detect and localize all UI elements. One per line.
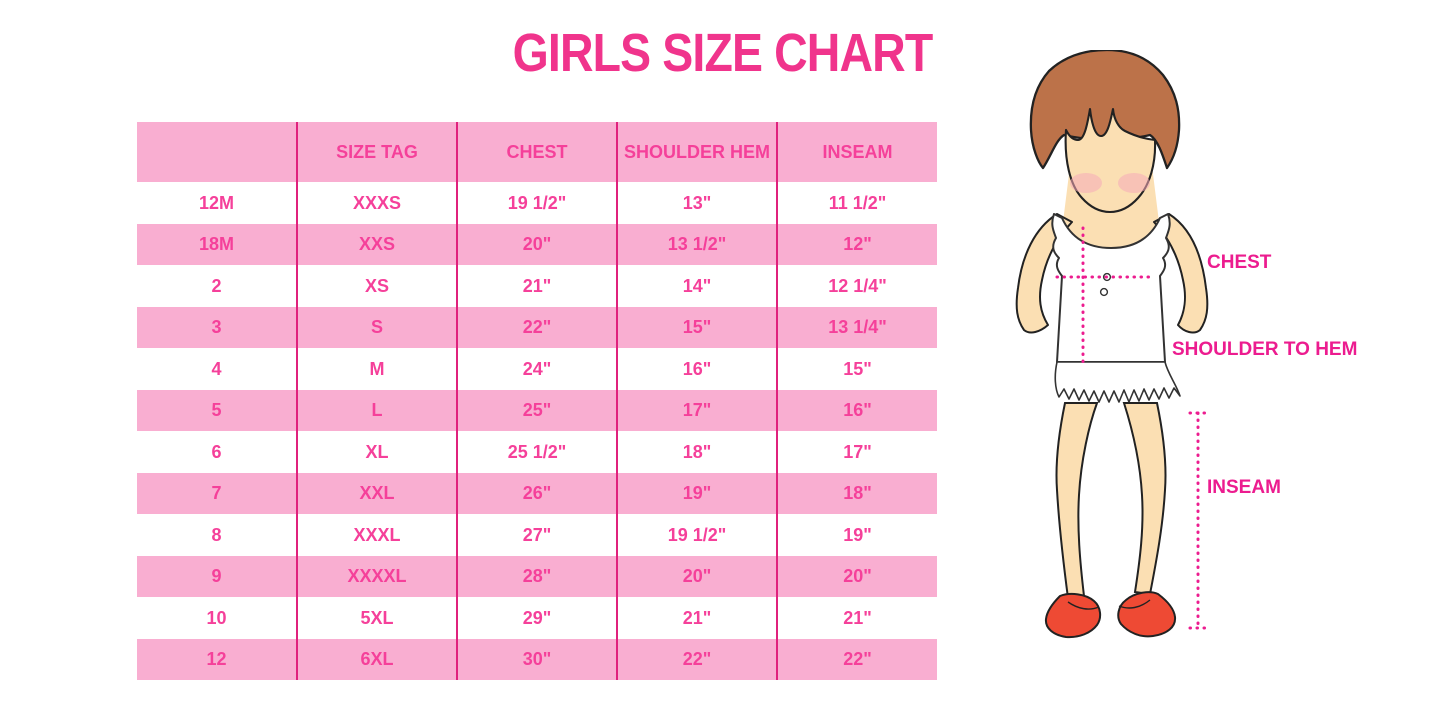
svg-text:INSEAM: INSEAM	[1207, 477, 1281, 498]
svg-text:CHEST: CHEST	[1207, 252, 1272, 273]
svg-text:SHOULDER TO HEM: SHOULDER TO HEM	[1172, 339, 1357, 360]
